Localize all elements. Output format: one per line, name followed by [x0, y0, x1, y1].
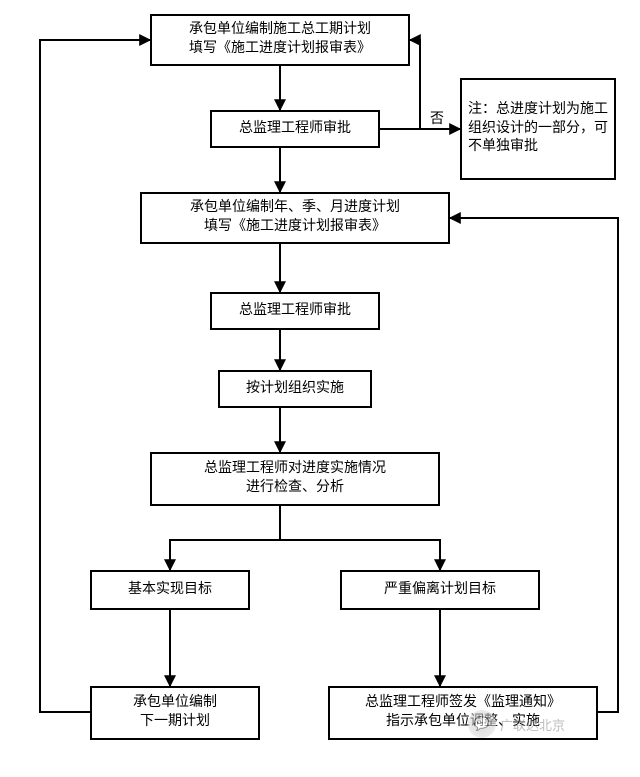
edge-label: 否: [430, 108, 444, 128]
node-execute-plan: 按计划组织实施: [218, 370, 372, 408]
node-chief-engineer-review-1: 总监理工程师审批: [210, 110, 380, 148]
node-label: 注：总进度计划为施工组织设计的一部分，可不单独审批: [468, 101, 608, 158]
node-label: 总监理工程师审批: [239, 302, 351, 321]
icon-glyph: 💬: [474, 716, 490, 732]
node-check-analyze: 总监理工程师对进度实施情况 进行检查、分析: [150, 452, 440, 506]
node-serious-deviation: 严重偏离计划目标: [340, 570, 540, 610]
wechat-icon: 💬: [468, 710, 496, 738]
node-target-met: 基本实现目标: [90, 570, 250, 610]
node-label: 按计划组织实施: [246, 380, 344, 399]
node-label: 承包单位编制 下一期计划: [133, 694, 217, 732]
watermark: 💬 广联达北京: [468, 710, 565, 738]
node-label: 承包单位编制年、季、月进度计划 填写《施工进度计划报审表》: [190, 199, 400, 237]
node-label: 承包单位编制施工总工期计划 填写《施工进度计划报审表》: [189, 21, 371, 59]
node-label: 基本实现目标: [128, 581, 212, 600]
node-label: 总监理工程师对进度实施情况 进行检查、分析: [204, 460, 386, 498]
node-next-period-plan: 承包单位编制 下一期计划: [90, 686, 260, 740]
node-note: 注：总进度计划为施工组织设计的一部分，可不单独审批: [460, 78, 616, 180]
node-prepare-periodic-plan: 承包单位编制年、季、月进度计划 填写《施工进度计划报审表》: [140, 192, 450, 244]
node-label: 严重偏离计划目标: [384, 581, 496, 600]
node-prepare-overall-plan: 承包单位编制施工总工期计划 填写《施工进度计划报审表》: [150, 14, 410, 66]
flowchart-canvas: 承包单位编制施工总工期计划 填写《施工进度计划报审表》 总监理工程师审批 注：总…: [0, 0, 640, 777]
node-label: 总监理工程师审批: [239, 120, 351, 139]
watermark-text: 广联达北京: [500, 715, 565, 734]
node-chief-engineer-review-2: 总监理工程师审批: [210, 292, 380, 330]
